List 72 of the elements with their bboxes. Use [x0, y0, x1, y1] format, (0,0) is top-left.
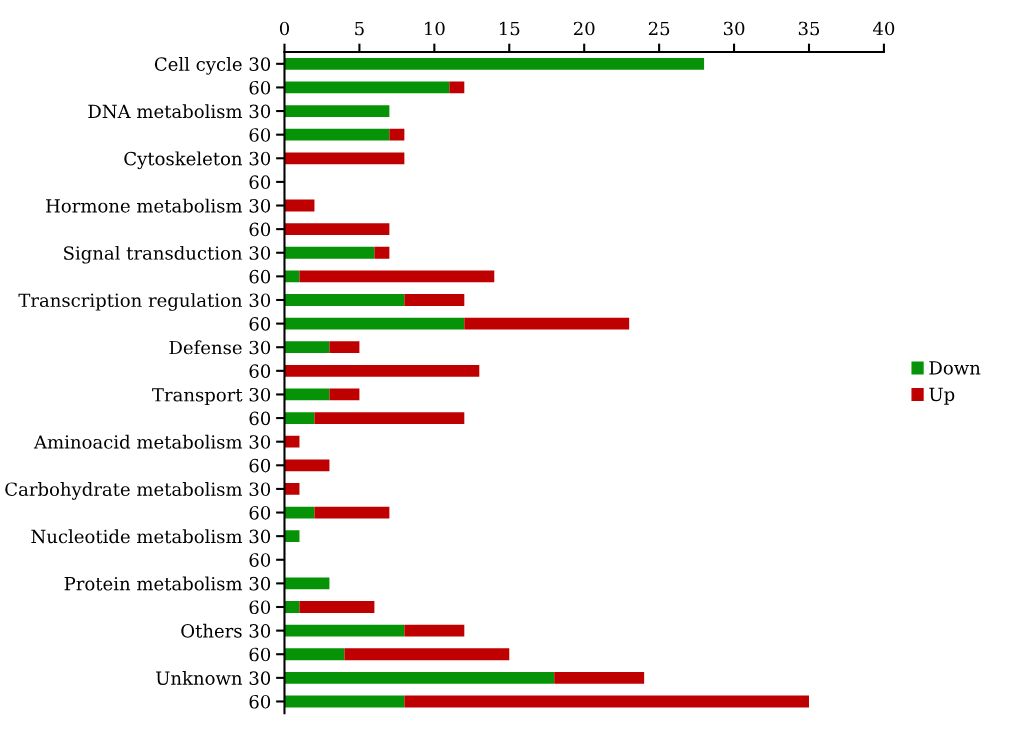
y-tick-label: Unknown 30	[156, 671, 271, 685]
bar	[464, 317, 630, 330]
y-tick-label: 60	[249, 128, 271, 142]
bar	[314, 506, 390, 519]
y-tick-label: 60	[249, 553, 271, 567]
y-tick-label: Defense 30	[169, 340, 271, 355]
bar	[284, 624, 405, 637]
bar	[284, 577, 330, 590]
legend-label: Down	[929, 361, 981, 375]
y-tick-label: 60	[249, 175, 271, 190]
legend-label: Up	[929, 387, 955, 405]
bar	[404, 624, 465, 637]
x-tick-label: 25	[648, 21, 670, 36]
y-tick-label: 60	[249, 411, 271, 426]
x-tick-label: 40	[872, 21, 895, 36]
bar	[299, 601, 375, 613]
bar	[284, 695, 405, 708]
bar	[404, 695, 809, 708]
bar	[344, 648, 510, 661]
y-tick-label: Aminoacid metabolism 30	[33, 434, 271, 449]
bar	[284, 105, 390, 117]
bar	[284, 81, 450, 94]
bar	[284, 648, 345, 661]
y-tick-label: 60	[249, 694, 271, 709]
x-tick-label: 15	[499, 21, 520, 36]
y-tick-label: Cell cycle 30	[154, 56, 271, 75]
bar	[389, 128, 405, 141]
bar	[329, 388, 360, 401]
bar	[284, 364, 480, 377]
bar	[374, 246, 390, 259]
y-tick-label: 60	[249, 222, 271, 237]
y-tick-label: 60	[249, 269, 271, 284]
bar	[449, 81, 465, 94]
y-tick-label: 60	[249, 506, 271, 520]
bar	[404, 294, 465, 306]
y-tick-label: Cytoskeleton 30	[124, 151, 271, 170]
y-tick-label: Transcription regulation 30	[18, 293, 271, 311]
y-tick-label: 60	[249, 364, 271, 378]
bar	[284, 152, 405, 165]
y-tick-label: Protein metabolism 30	[64, 576, 271, 591]
x-tick-label: 30	[723, 21, 745, 36]
bar	[554, 671, 645, 684]
y-tick-label: Others 30	[181, 623, 271, 638]
bar	[284, 341, 330, 354]
bar	[284, 671, 555, 684]
y-tick-label: Carbohydrate metabolism 30	[5, 482, 271, 500]
y-tick-label: Signal transduction 30	[64, 245, 271, 264]
y-tick-label: Nucleotide metabolism 30	[31, 529, 271, 544]
y-tick-label: 60	[249, 458, 271, 473]
x-tick-label: 35	[798, 21, 820, 36]
x-tick-label: 10	[425, 21, 445, 36]
x-tick-label: 5	[355, 21, 364, 36]
bar	[329, 341, 360, 354]
bar	[284, 459, 330, 472]
bar	[299, 270, 495, 283]
bar	[284, 317, 465, 330]
y-tick-label: Transport 30	[152, 387, 271, 406]
bar	[284, 246, 375, 259]
y-tick-label: 60	[249, 600, 271, 615]
bar	[284, 412, 315, 424]
x-tick-label: 0	[279, 21, 290, 36]
bar	[284, 294, 405, 306]
y-tick-label: Hormone metabolism 30	[46, 198, 271, 213]
x-tick-label: 20	[573, 21, 595, 36]
bar	[284, 57, 705, 70]
bar	[284, 128, 390, 141]
y-tick-label: 60	[249, 647, 271, 662]
bar	[284, 223, 390, 236]
bar	[314, 412, 465, 424]
y-tick-label: DNA metabolism 30	[88, 104, 271, 119]
y-tick-label: 60	[249, 317, 271, 331]
y-tick-label: 60	[249, 80, 271, 95]
